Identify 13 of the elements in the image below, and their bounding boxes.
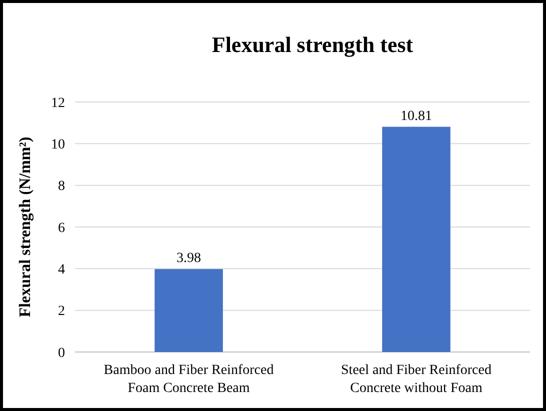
y-axis-title: Flexural strength (N/mm²) [17, 136, 34, 318]
data-label: 10.81 [400, 108, 432, 124]
y-tick-label: 0 [58, 346, 65, 361]
y-tick-label: 2 [58, 304, 65, 320]
x-tick-label: Steel and Fiber Reinforced Concrete without Foam [341, 363, 492, 396]
y-tick-label: 4 [58, 262, 65, 278]
y-tick-label: 12 [51, 96, 65, 111]
data-label: 3.98 [176, 251, 201, 266]
y-tick-label: 8 [58, 179, 65, 194]
y-tick-label: 6 [58, 220, 65, 236]
chart-title: Flexural strength test [212, 32, 414, 57]
x-tick-label: Bamboo and Fiber Reinforced Foam Concrete Beam [104, 363, 274, 396]
y-tick-label: 10 [51, 138, 65, 153]
